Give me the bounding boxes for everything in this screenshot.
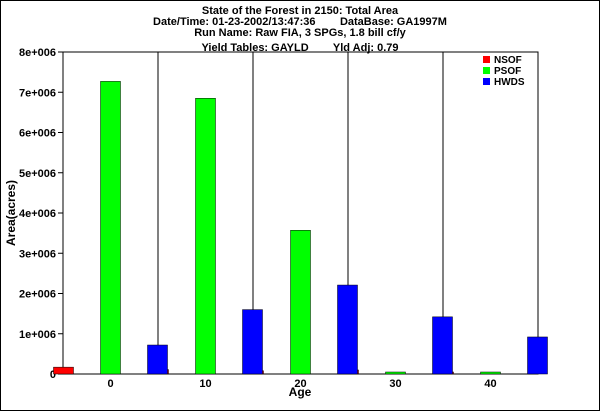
bar-psof-10	[195, 98, 216, 375]
datetime-database-line: Date/Time: 01-23-2002/13:47:36 DataBase:…	[153, 16, 447, 28]
legend-swatch-nsof	[483, 56, 490, 63]
legend-label-hwds: HWDS	[494, 77, 525, 88]
y-tick-label: 6e+006	[19, 128, 56, 140]
y-tick-label: 3e+006	[19, 248, 56, 260]
x-tick-label: 0	[107, 378, 113, 390]
bar-nsof-0	[53, 366, 74, 375]
bar-hwds-10	[242, 309, 263, 375]
run-name-line: Run Name: Raw FIA, 3 SPGs, 1.8 bill cf/y	[194, 27, 406, 39]
bar-hwds-40	[527, 336, 548, 375]
bars	[53, 81, 548, 375]
bar-psof-30	[385, 371, 406, 375]
bar-hwds-30	[432, 316, 453, 375]
legend-swatch-psof	[483, 67, 490, 74]
bar-hwds-20	[337, 284, 358, 375]
bar-psof-20	[290, 230, 311, 375]
bar-hwds-0	[147, 344, 168, 375]
legend-swatch-hwds	[483, 78, 490, 85]
x-tick-label: 20	[294, 378, 306, 390]
legend-label-nsof: NSOF	[494, 55, 522, 66]
bar-psof-0	[100, 81, 121, 375]
x-axis: 0 10 20 30 40	[107, 378, 496, 390]
bar-psof-40	[480, 371, 501, 375]
x-tick-label: 10	[199, 378, 211, 390]
x-tick-label: 30	[389, 378, 401, 390]
y-axis-label: Area(acres)	[4, 180, 18, 246]
y-tick-label: 4e+006	[19, 208, 56, 220]
y-tick-label: 5e+006	[19, 168, 56, 180]
y-tick-label: 2e+006	[19, 289, 56, 301]
chart-title: State of the Forest in 2150: Total Area	[201, 5, 399, 17]
y-tick-label: 1e+006	[19, 329, 56, 341]
x-tick-label: 40	[484, 378, 496, 390]
y-tick-label: 7e+006	[19, 87, 56, 99]
y-axis: 0 1e+006 2e+006 3e+006 4e+006 5e+006 6e+006 7e+…	[19, 47, 63, 381]
yield-tables-line: Yield Tables: GAYLD Yld Adj: 0.79	[201, 42, 399, 54]
y-tick-label: 8e+006	[19, 47, 56, 59]
x-axis-label: Age	[289, 385, 312, 399]
legend-label-psof: PSOF	[494, 66, 521, 77]
y-tick-label: 0	[50, 369, 56, 381]
